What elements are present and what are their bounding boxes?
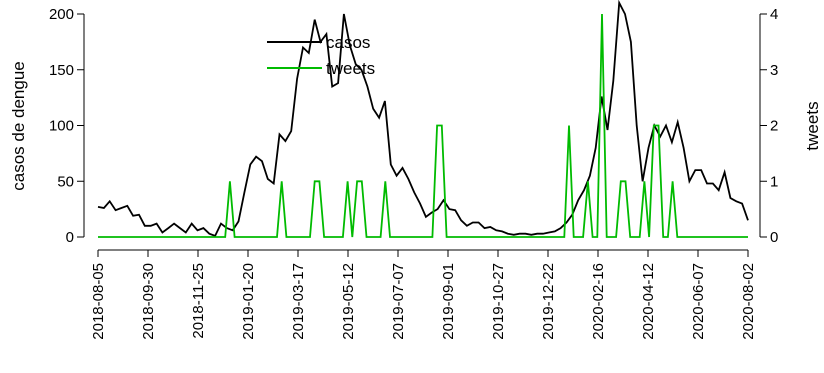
left-tick-label: 150 bbox=[49, 62, 74, 79]
x-tick-label: 2019-10-27 bbox=[490, 263, 507, 340]
x-tick-label: 2019-05-12 bbox=[340, 263, 357, 340]
x-tick-label: 2019-07-07 bbox=[390, 263, 407, 340]
left-tick-label: 50 bbox=[57, 173, 74, 190]
x-tick-label: 2019-09-01 bbox=[440, 263, 457, 340]
left-tick-label: 100 bbox=[49, 118, 74, 135]
x-tick-label: 2020-06-07 bbox=[690, 263, 707, 340]
series-line-tweets bbox=[98, 13, 748, 238]
x-tick-label: 2019-01-20 bbox=[240, 263, 257, 340]
x-tick-label: 2020-08-02 bbox=[740, 263, 757, 340]
plot-area bbox=[97, 0, 749, 238]
x-tick-label: 2018-11-25 bbox=[190, 263, 207, 339]
x-axis: 2018-08-05 2018-09-30 2018-11-25 2019-01-20… bbox=[90, 249, 757, 340]
x-tick-label: 2020-02-16 bbox=[590, 263, 607, 340]
left-y-axis: 0 50 100 150 200 bbox=[49, 6, 85, 246]
legend-label-casos: casos bbox=[326, 33, 370, 52]
right-tick-label: 4 bbox=[770, 6, 778, 23]
left-tick-label: 0 bbox=[66, 229, 74, 246]
series-line-casos bbox=[97, 0, 749, 238]
left-tick-label: 200 bbox=[49, 6, 74, 23]
x-tick-label: 2020-04-12 bbox=[640, 263, 657, 340]
y-axis-title-right: tweets bbox=[803, 101, 822, 150]
right-tick-label: 3 bbox=[770, 62, 778, 79]
legend: casos tweets bbox=[267, 33, 375, 78]
x-tick-label: 2019-12-22 bbox=[540, 263, 557, 340]
right-y-axis: 0 1 2 3 4 bbox=[759, 6, 778, 246]
x-tick-label: 2018-09-30 bbox=[140, 263, 157, 340]
right-tick-label: 1 bbox=[770, 173, 778, 190]
right-tick-label: 0 bbox=[770, 229, 778, 246]
legend-label-tweets: tweets bbox=[326, 59, 375, 78]
right-tick-label: 2 bbox=[770, 118, 778, 135]
y-axis-title-left: casos de dengue bbox=[9, 61, 28, 191]
x-tick-label: 2019-03-17 bbox=[290, 263, 307, 340]
x-tick-label: 2018-08-05 bbox=[90, 263, 107, 340]
